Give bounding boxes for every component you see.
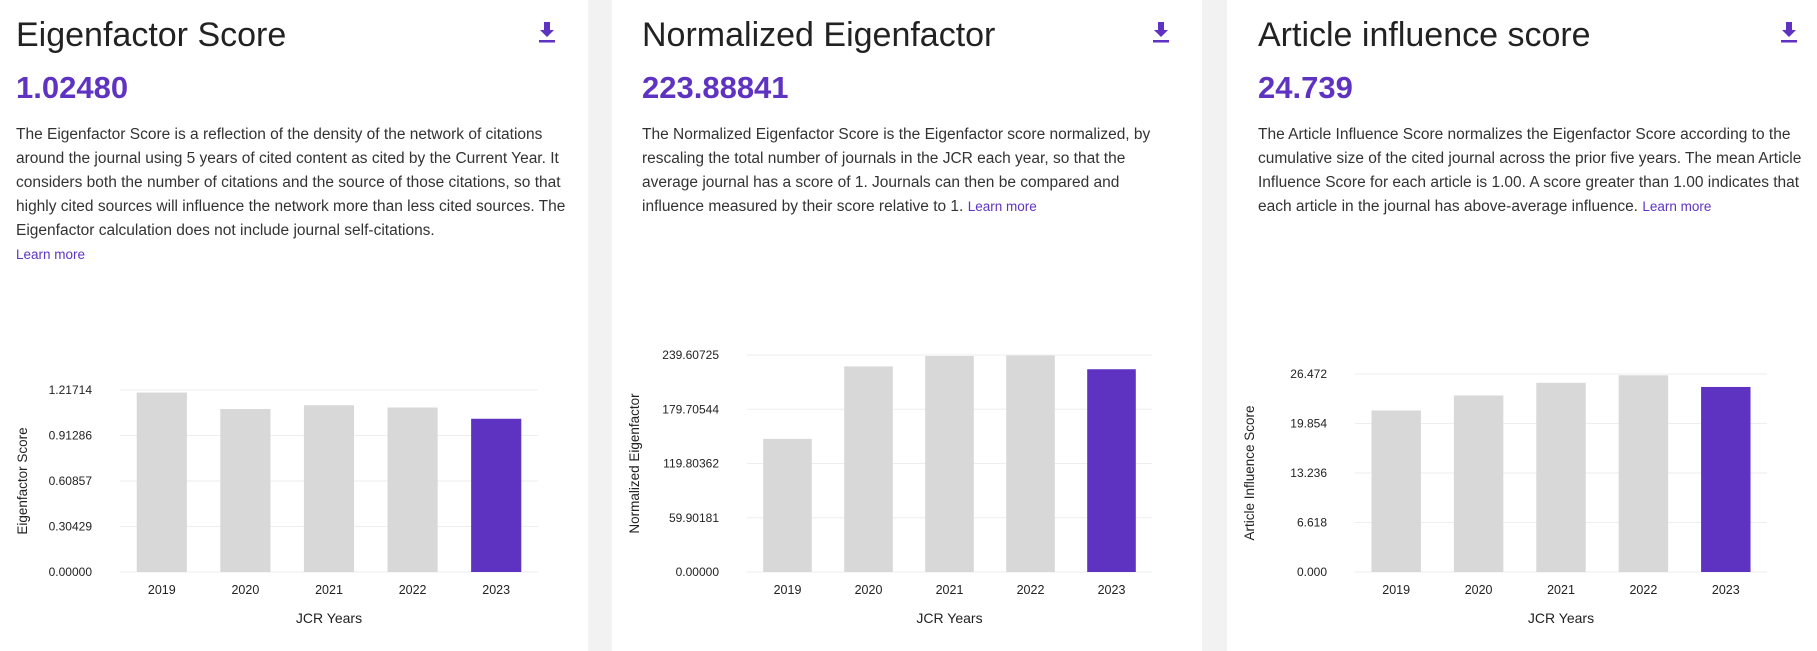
x-axis-label: JCR Years	[1528, 610, 1594, 626]
y-tick-label: 179.70544	[662, 402, 719, 416]
x-tick-label: 2023	[1098, 583, 1126, 597]
bar-2021	[1536, 382, 1586, 572]
learn-more-link[interactable]: Learn more	[967, 199, 1037, 214]
x-tick-label: 2023	[1712, 583, 1740, 597]
bar-2019	[1371, 410, 1421, 572]
bar-2023	[471, 418, 522, 572]
panel-description: The Normalized Eigenfactor Score is the …	[642, 123, 1172, 219]
panel-value: 1.02480	[16, 70, 129, 105]
article-influence-panel: Article influence score 24.739 The Artic…	[1227, 0, 1817, 651]
x-tick-label: 2021	[1547, 583, 1575, 597]
bar-2021	[303, 405, 355, 572]
y-tick-label: 0.00000	[49, 565, 93, 579]
bar-2020	[220, 409, 271, 572]
bar-2020	[1453, 395, 1504, 572]
bar-2022	[1618, 375, 1669, 572]
y-axis-label: Article Influence Score	[1242, 405, 1257, 540]
x-tick-label: 2022	[1629, 583, 1657, 597]
y-tick-label: 0.00000	[676, 565, 720, 579]
x-tick-label: 2022	[1017, 583, 1045, 597]
description-text: The Normalized Eigenfactor Score is the …	[642, 126, 1151, 215]
download-icon[interactable]	[536, 20, 558, 44]
x-tick-label: 2020	[1465, 583, 1493, 597]
y-tick-label: 239.60725	[662, 348, 719, 362]
x-tick-label: 2021	[936, 583, 964, 597]
panel-description: The Article Influence Score normalizes t…	[1258, 123, 1814, 219]
y-axis-label: Eigenfactor Score	[15, 427, 30, 534]
normalized-eigenfactor-panel: Normalized Eigenfactor 223.88841 The Nor…	[612, 0, 1202, 651]
download-icon[interactable]	[1150, 20, 1172, 44]
y-tick-label: 0.000	[1297, 565, 1327, 579]
bar-2023	[1701, 386, 1751, 572]
download-icon[interactable]	[1778, 20, 1800, 44]
y-axis-label: Normalized Eigenfactor	[627, 393, 642, 534]
learn-more-link[interactable]: Learn more	[16, 247, 86, 262]
panel-title: Normalized Eigenfactor	[642, 16, 996, 54]
y-tick-label: 13.236	[1290, 466, 1327, 480]
panel-title: Article influence score	[1258, 16, 1591, 54]
x-axis-label: JCR Years	[916, 610, 982, 626]
bar-2020	[844, 366, 893, 572]
y-tick-label: 59.90181	[669, 511, 719, 525]
x-tick-label: 2019	[148, 583, 176, 597]
x-tick-label: 2019	[774, 583, 802, 597]
y-tick-label: 0.60857	[49, 474, 93, 488]
panel-value: 223.88841	[642, 70, 789, 105]
y-tick-label: 0.91286	[49, 429, 93, 443]
y-tick-label: 119.80362	[663, 457, 719, 471]
panel-title: Eigenfactor Score	[16, 16, 287, 54]
panel-value: 24.739	[1258, 70, 1353, 105]
y-tick-label: 19.854	[1290, 417, 1327, 431]
bar-2022	[1006, 355, 1055, 572]
article-influence-chart: 0.000 6.618 13.236 19.854 26.472 2019 2020 2021…	[1242, 367, 1767, 626]
bar-2023	[1087, 369, 1136, 572]
x-tick-label: 2019	[1382, 583, 1410, 597]
y-tick-label: 1.21714	[49, 383, 93, 397]
x-tick-label: 2020	[855, 583, 883, 597]
y-tick-label: 6.618	[1297, 516, 1327, 530]
bar-2019	[763, 438, 812, 572]
eigenfactor-chart: 0.00000 0.30429 0.60857 0.91286 1.21714 2019 2…	[15, 383, 538, 626]
normalized-eigenfactor-chart: 0.00000 59.90181 119.80362 179.70544 239.607…	[627, 348, 1152, 626]
bar-2022	[387, 407, 438, 572]
bar-2021	[925, 356, 974, 572]
eigenfactor-panel: Eigenfactor Score 1.02480 The Eigenfacto…	[0, 0, 588, 651]
description-text: The Article Influence Score normalizes t…	[1258, 126, 1802, 215]
description-text: The Eigenfactor Score is a reflection of…	[16, 126, 566, 239]
x-tick-label: 2021	[315, 583, 343, 597]
y-tick-label: 0.30429	[49, 520, 93, 534]
panel-description: The Eigenfactor Score is a reflection of…	[16, 123, 576, 267]
learn-more-link[interactable]: Learn more	[1642, 199, 1712, 214]
x-tick-label: 2022	[399, 583, 427, 597]
x-tick-label: 2020	[231, 583, 259, 597]
x-axis-label: JCR Years	[296, 610, 362, 626]
bar-2019	[136, 392, 187, 572]
x-tick-label: 2023	[482, 583, 510, 597]
y-tick-label: 26.472	[1290, 367, 1327, 381]
